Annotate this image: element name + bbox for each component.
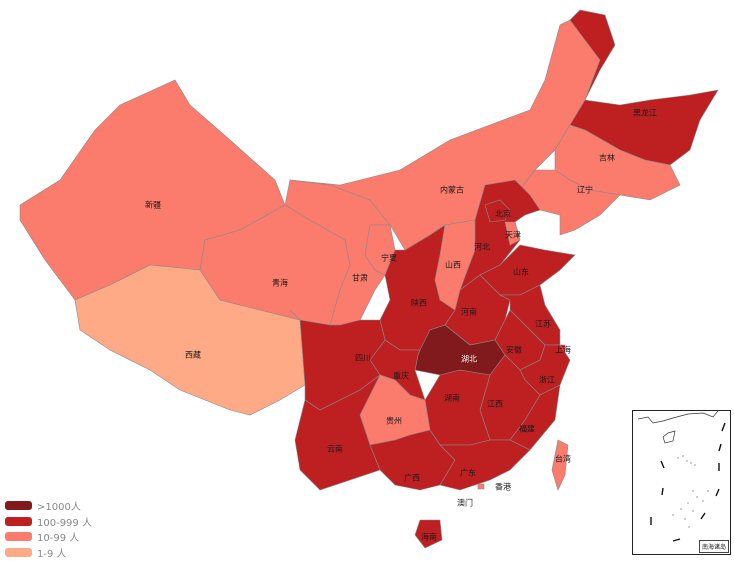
legend-label: 100-999 人	[37, 517, 92, 529]
south-china-sea-inset: 南海诸岛	[632, 410, 731, 555]
province-13[interactable]	[504, 221, 521, 246]
legend-item-over-1000[interactable]: >1000人	[5, 498, 92, 514]
province-32[interactable]	[477, 483, 485, 490]
legend-swatch	[5, 547, 32, 557]
province-label: 香港	[495, 482, 511, 492]
legend-item-1-9[interactable]: 1-9 人	[5, 545, 92, 561]
inset-label: 南海诸岛	[698, 540, 729, 553]
province-29[interactable]	[439, 439, 531, 491]
legend: >1000人 100-999 人 10-99 人 1-9 人	[5, 498, 92, 560]
legend-item-100-999[interactable]: 100-999 人	[5, 514, 92, 530]
province-23[interactable]	[424, 369, 491, 446]
province-25[interactable]	[289, 309, 386, 411]
province-30[interactable]	[414, 519, 443, 549]
legend-label: 1-9 人	[37, 548, 67, 560]
legend-item-10-99[interactable]: 10-99 人	[5, 529, 92, 545]
legend-label: >1000人	[37, 502, 81, 514]
legend-swatch	[5, 532, 32, 542]
province-12[interactable]	[484, 199, 511, 223]
legend-swatch	[5, 516, 32, 526]
province-label: 澳门	[457, 498, 473, 508]
legend-label: 10-99 人	[37, 533, 80, 545]
province-1[interactable]	[74, 264, 306, 416]
south-sea-islands-map	[637, 410, 726, 542]
legend-swatch	[5, 501, 32, 511]
province-31[interactable]	[551, 439, 569, 491]
